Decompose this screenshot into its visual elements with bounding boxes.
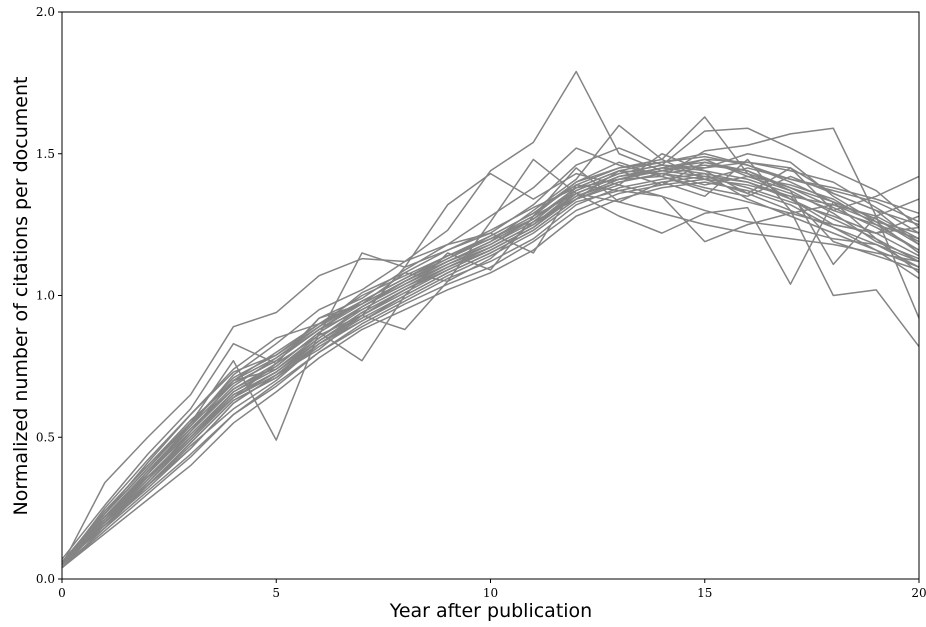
series-line-21 <box>61 170 920 563</box>
x-axis-ticks: 0 5 10 15 20 <box>58 579 926 600</box>
series-line-16 <box>61 175 920 566</box>
series-line-4 <box>61 70 920 566</box>
x-tick-label: 10 <box>483 586 498 600</box>
series-line-27 <box>61 153 920 563</box>
x-tick-label: 20 <box>911 586 926 600</box>
x-tick-label: 5 <box>272 586 280 600</box>
y-tick-label: 1.5 <box>36 147 55 161</box>
series-line-9 <box>61 116 920 566</box>
x-tick-label: 15 <box>697 586 712 600</box>
series-line-26 <box>61 192 920 569</box>
series-line-28 <box>61 170 920 566</box>
y-tick-label: 2.0 <box>36 5 55 19</box>
series-line-20 <box>61 175 920 569</box>
plot-frame <box>61 11 920 580</box>
x-tick-label: 0 <box>58 586 66 600</box>
series-line-29 <box>61 158 920 566</box>
series-line-10 <box>61 181 920 569</box>
series-line-18 <box>61 178 920 563</box>
series-line-24 <box>61 172 920 563</box>
series-line-25 <box>61 161 920 566</box>
y-tick-label: 1.0 <box>36 289 55 303</box>
series-line-6 <box>61 158 920 566</box>
y-axis-ticks: 0.0 0.5 1.0 1.5 2.0 <box>36 5 62 586</box>
series-line-17 <box>61 164 920 566</box>
series-line-30 <box>61 184 920 563</box>
series-line-14 <box>61 158 920 569</box>
y-tick-label: 0.0 <box>36 572 55 586</box>
x-axis-label: Year after publication <box>389 600 592 622</box>
series-lines <box>61 70 920 569</box>
y-axis-label: Normalized number of citations per docum… <box>10 77 32 516</box>
series-line-19 <box>61 158 920 566</box>
y-tick-label: 0.5 <box>36 430 55 444</box>
series-line-11 <box>61 164 920 563</box>
series-line-2 <box>61 155 920 563</box>
